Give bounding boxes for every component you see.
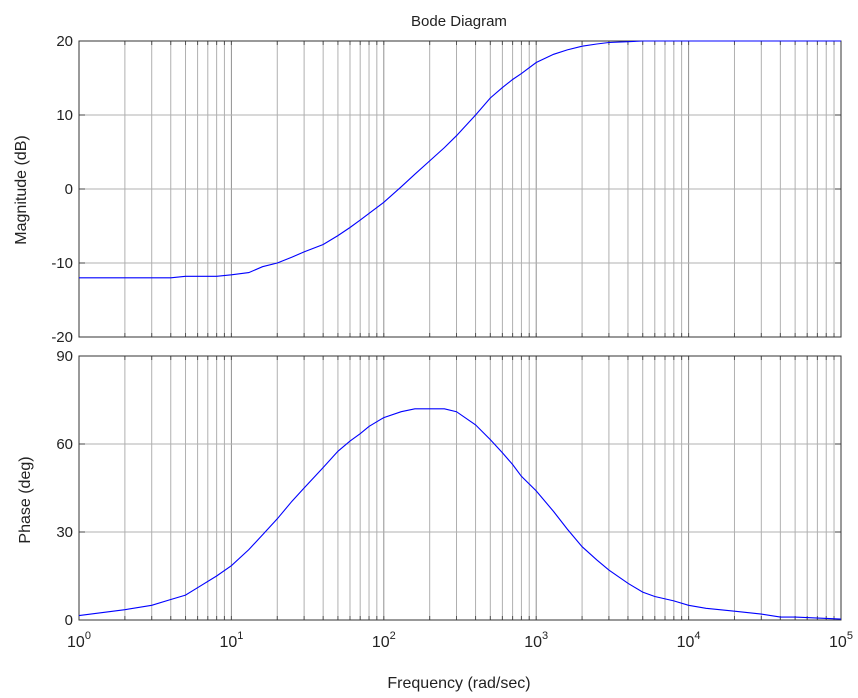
phase-ytick-label: 30 [56,524,73,541]
frequency-tick-label: 100 [67,630,91,651]
phase-axis-label: Phase (deg) [17,456,34,543]
phase-ytick-label: 90 [56,348,73,365]
magnitude-ytick-label: 10 [56,107,73,124]
phase-ytick-label: 60 [56,436,73,453]
magnitude-axis-label: Magnitude (dB) [13,135,30,244]
frequency-tick-label: 105 [829,630,853,651]
frequency-tick-label: 102 [372,630,396,651]
chart-title: Bode Diagram [411,13,507,30]
frequency-tick-label: 103 [524,630,548,651]
magnitude-axes: 20 10 0 -10 -20 [51,33,842,346]
frequency-tick-label: 101 [219,630,243,651]
phase-plot-area [79,356,841,620]
magnitude-ytick-label: -20 [51,329,73,346]
phase-ytick-label: 0 [65,612,73,629]
frequency-axis-label: Frequency (rad/sec) [387,675,530,692]
frequency-tick-label: 104 [677,630,701,651]
phase-frame [78,355,842,621]
magnitude-series-line [79,40,841,279]
phase-series-line [78,408,842,620]
magnitude-ytick-label: 20 [56,33,73,50]
magnitude-ytick-label: 0 [65,181,73,198]
magnitude-frame [78,40,842,338]
magnitude-ytick-label: -10 [51,255,73,272]
